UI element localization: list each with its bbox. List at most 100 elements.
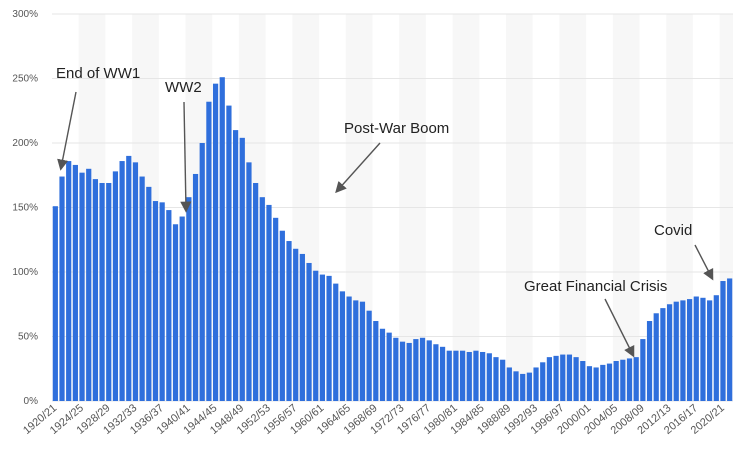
bar-2005/06: [620, 359, 626, 401]
bar-1968/69: [373, 321, 379, 401]
bar-1955/56: [286, 241, 292, 401]
bar-2013/14: [673, 301, 679, 401]
bar-1992/93: [533, 367, 539, 401]
bar-1928/29: [106, 182, 112, 401]
bar-1935/36: [152, 201, 159, 401]
bar-2002/03: [600, 364, 606, 401]
bar-1934/35: [146, 186, 152, 401]
bar-1990/91: [520, 373, 526, 401]
bar-2018/19: [707, 300, 713, 401]
bar-1927/28: [99, 182, 105, 401]
bar-1930/31: [119, 161, 125, 401]
bar-1924/25: [79, 172, 85, 401]
bar-2001/02: [593, 367, 599, 401]
bar-1923/24: [72, 164, 78, 401]
bar-1995/96: [553, 355, 559, 401]
annotation-arrow: [694, 244, 714, 281]
annotation-arrow: [180, 101, 192, 213]
bar-1983/84: [473, 350, 479, 401]
bar-1984/85: [480, 351, 486, 401]
bar-2012/13: [666, 304, 673, 401]
bar-1977/78: [433, 344, 439, 401]
bar-2003/04: [606, 363, 613, 401]
bar-1950/51: [253, 182, 259, 401]
bar-1966/67: [359, 301, 366, 401]
bar-2008/09: [640, 339, 646, 401]
bar-1951/52: [259, 197, 265, 401]
bar-1959/60: [313, 270, 319, 401]
bar-1999/00: [580, 361, 586, 401]
x-axis: 1920/211924/251928/291932/331936/371940/…: [21, 402, 727, 437]
bar-1969/70: [379, 328, 386, 401]
bar-1997/98: [566, 354, 573, 401]
bar-1921/22: [59, 176, 65, 401]
bar-1942/43: [199, 143, 205, 401]
bar-1937/38: [166, 210, 172, 401]
bar-1960/61: [319, 274, 326, 401]
bar-1954/55: [279, 230, 285, 401]
bar-2014/15: [680, 300, 686, 401]
annotation-arrow: [57, 91, 77, 171]
bar-1945/46: [219, 77, 225, 402]
bar-1958/59: [306, 262, 312, 401]
bar-1938/39: [172, 224, 179, 401]
bar-1920/21: [52, 206, 58, 401]
bar-2007/08: [633, 357, 639, 401]
bar-1980/81: [453, 350, 459, 401]
bar-1970/71: [386, 332, 392, 401]
bar-1922/23: [66, 161, 72, 401]
bar-1961/62: [326, 275, 332, 401]
bar-1949/50: [246, 162, 252, 401]
y-tick-label: 250%: [12, 74, 38, 85]
bar-1941/42: [192, 173, 199, 401]
annotation-label: End of WW1: [56, 65, 140, 82]
bar-2009/10: [646, 321, 653, 401]
annotations: End of WW1 WW2 Post-War Boom Great Financia…: [56, 65, 714, 358]
bar-1989/90: [513, 371, 519, 401]
bar-1988/89: [506, 367, 512, 401]
bar-1931/32: [126, 155, 132, 401]
annotation-label: Post-War Boom: [344, 120, 449, 137]
bar-1963/64: [339, 291, 346, 401]
bar-1991/92: [526, 372, 532, 401]
y-tick-label: 200%: [12, 138, 38, 149]
bar-1965/66: [353, 300, 359, 401]
bar-1953/54: [273, 217, 279, 401]
bar-2016/17: [693, 296, 699, 401]
bar-1996/97: [560, 354, 566, 401]
bar-1979/80: [446, 350, 452, 401]
bar-1929/30: [112, 171, 119, 401]
bar-1925/26: [86, 168, 92, 401]
y-tick-label: 0%: [24, 396, 39, 407]
bar-2006/07: [626, 358, 633, 401]
bar-1926/27: [92, 179, 99, 401]
y-tick-label: 100%: [12, 267, 38, 278]
bars: [52, 77, 733, 402]
bar-2015/16: [686, 299, 693, 401]
bar-1974/75: [413, 339, 419, 401]
y-axis: 0% 50% 100% 150% 200% 250% 300%: [12, 9, 38, 407]
bar-1944/45: [212, 83, 219, 401]
bar-1964/65: [346, 296, 352, 401]
bar-2010/11: [653, 313, 659, 401]
y-tick-label: 300%: [12, 9, 38, 20]
bar-1936/37: [159, 202, 165, 401]
bar-2019/20: [713, 295, 719, 401]
bar-1981/82: [459, 350, 466, 401]
bar-1998/99: [573, 357, 579, 401]
bar-1993/94: [540, 362, 546, 401]
bar-1956/57: [293, 248, 299, 401]
bar-1972/73: [399, 341, 406, 401]
bar-1957/58: [299, 253, 305, 401]
bar-1973/74: [406, 342, 412, 401]
gridlines: [52, 13, 733, 402]
bar-1962/63: [333, 283, 339, 401]
bar-1933/34: [139, 176, 145, 401]
bar-2021/22: [727, 278, 733, 401]
annotation-label: WW2: [165, 79, 202, 96]
bar-2000/01: [586, 366, 593, 401]
bar-1967/68: [366, 310, 372, 401]
bar-1940/41: [186, 197, 192, 401]
